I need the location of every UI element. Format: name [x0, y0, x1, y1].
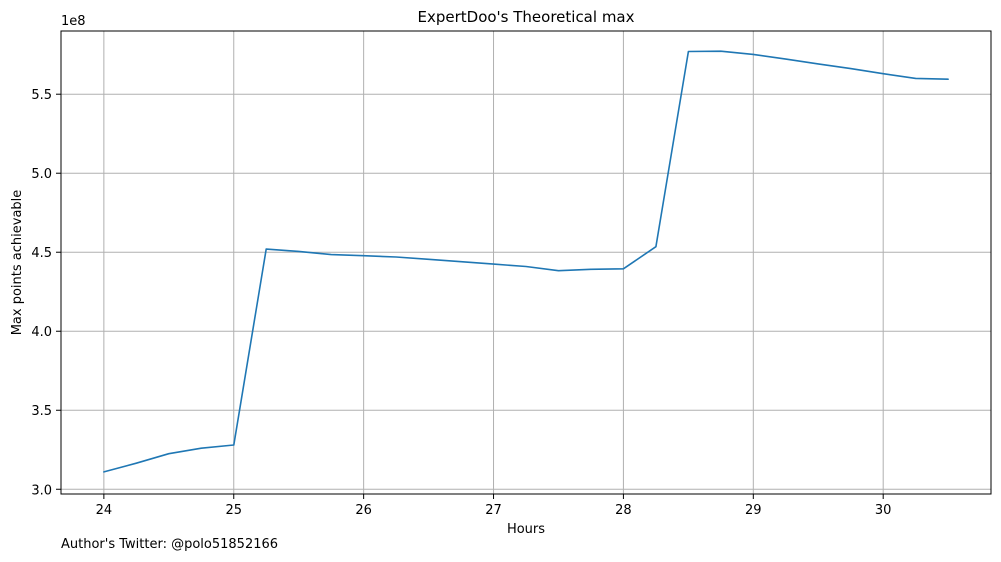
x-tick-label: 28 — [615, 503, 632, 518]
y-tick-label: 4.5 — [31, 246, 52, 261]
y-tick-label: 5.5 — [31, 88, 52, 103]
chart-title: ExpertDoo's Theoretical max — [417, 8, 634, 26]
series-line — [103, 50, 949, 473]
author-twitter-note: Author's Twitter: @polo51852166 — [61, 537, 279, 552]
y-tick-label: 3.5 — [31, 404, 52, 419]
x-tick-label: 27 — [485, 503, 502, 518]
y-axis-offset-label: 1e8 — [61, 14, 86, 29]
y-tick-label: 5.0 — [31, 167, 52, 182]
plot-frame — [60, 30, 992, 495]
x-tick-label: 24 — [96, 503, 113, 518]
grid-lines — [61, 31, 991, 494]
x-axis-label: Hours — [507, 522, 545, 537]
y-tick-label: 4.0 — [31, 325, 52, 340]
y-tick-label: 3.0 — [31, 483, 52, 498]
x-tick-label: 30 — [875, 503, 892, 518]
y-axis-label: Max points achievable — [10, 190, 25, 336]
tick-layer: 24 25 26 27 28 29 30 3.0 3.5 4.0 4.5 5.0 5.5 — [31, 88, 891, 518]
series-layer — [103, 50, 949, 473]
x-tick-label: 25 — [225, 503, 242, 518]
x-tick-label: 26 — [355, 503, 372, 518]
x-tick-label: 29 — [745, 503, 762, 518]
